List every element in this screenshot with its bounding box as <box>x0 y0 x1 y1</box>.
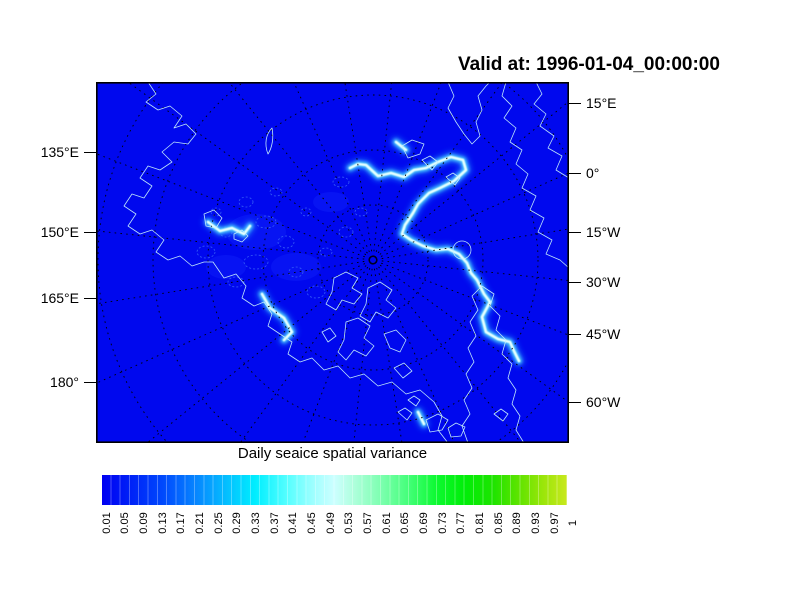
coastline-bottom-islands <box>397 395 509 438</box>
meridian-line <box>375 260 569 336</box>
map-frame <box>96 82 569 443</box>
meridian-line <box>375 172 569 260</box>
meridian-line <box>375 228 569 260</box>
axis-tick: 60°W <box>569 393 620 411</box>
axis-tick-label: 15°E <box>586 95 617 111</box>
axis-tick-label: 60°W <box>586 394 621 410</box>
axis-tick: 45°W <box>569 325 620 343</box>
axis-tick-mark <box>84 151 96 153</box>
coastline-crescent-island <box>265 127 274 155</box>
variance-noise-patches <box>206 192 349 281</box>
map-plot <box>96 82 569 443</box>
coastline-greenland-east <box>481 285 525 443</box>
meridian-line <box>374 82 503 258</box>
axis-tick-label: 165°E <box>40 290 79 306</box>
meridian-line <box>353 262 374 443</box>
meridian-line <box>375 259 569 282</box>
axis-tick-mark <box>569 102 581 104</box>
coastline-small-islands-left <box>203 209 249 243</box>
meridian-line <box>372 82 393 258</box>
axis-tick-mark <box>84 381 96 383</box>
coastline-russia-right <box>501 82 569 269</box>
parallel-circle <box>152 82 569 443</box>
graticule-lines <box>96 82 569 443</box>
coastline-scandinavia <box>447 82 491 145</box>
coastline-greenland-west <box>461 285 483 443</box>
axis-tick: 30°W <box>569 273 620 291</box>
axis-tick-label: 135°E <box>40 144 79 160</box>
meridian-line <box>96 260 371 384</box>
meridian-line <box>302 262 373 443</box>
axis-tick-label: 15°W <box>586 224 621 240</box>
axis-tick-label: 45°W <box>586 326 621 342</box>
meridian-line <box>374 262 522 443</box>
meridian-line <box>375 100 569 259</box>
axis-tick: 180° <box>50 373 96 391</box>
variance-band <box>202 136 525 430</box>
axis-tick-label: 150°E <box>40 224 79 240</box>
axis-tick: 15°E <box>569 94 617 112</box>
meridian-line <box>96 153 371 260</box>
axis-tick: 165°E <box>41 289 96 307</box>
ocean-fill <box>96 82 569 443</box>
parallel-circle <box>262 149 484 371</box>
variance-contour-noise <box>196 176 368 299</box>
colorbar-tick-labels: 0.01 0.05 0.09 0.13 0.17 0.21 0.25 0.29 0.33 0.37… <box>101 508 582 544</box>
map-caption: Daily seaice spatial variance <box>237 445 428 462</box>
coastline-island-round <box>452 240 472 260</box>
meridian-line <box>96 260 371 305</box>
meridian-line <box>127 82 371 259</box>
coastline-eurasia <box>123 82 449 443</box>
arctic-map <box>96 82 569 443</box>
meridian-line <box>373 82 442 258</box>
coastline-archipelago <box>321 271 413 379</box>
meridian-line <box>96 230 371 261</box>
meridian-line <box>344 82 373 258</box>
meridian-line <box>373 262 455 443</box>
axis-tick-mark <box>569 401 581 403</box>
axis-tick-mark <box>569 333 581 335</box>
colorbar-gradient <box>102 475 567 505</box>
axis-tick-label: 180° <box>50 374 79 390</box>
axis-tick-mark <box>569 231 581 233</box>
meridian-line <box>239 262 372 443</box>
meridian-line <box>228 82 372 258</box>
meridian-line <box>293 82 373 258</box>
parallel-circle <box>317 204 429 316</box>
axis-tick-label: 30°W <box>586 274 621 290</box>
axis-tick-label: 0° <box>586 165 600 181</box>
coastline-russia-inner <box>533 82 569 179</box>
plot-title: Valid at: 1996-01-04_00:00:00 <box>458 54 720 75</box>
axis-tick-mark <box>569 172 581 174</box>
meridian-line <box>146 261 371 443</box>
coastline-svalbard <box>401 139 461 186</box>
axis-tick-mark <box>84 297 96 299</box>
axis-tick: 0° <box>569 164 599 182</box>
axis-tick-mark <box>84 231 96 233</box>
axis-tick: 150°E <box>41 223 96 241</box>
coastlines <box>123 82 569 443</box>
parallel-circle <box>207 94 539 426</box>
axis-tick: 15°W <box>569 223 620 241</box>
colorbar-tick-label: 1 <box>567 519 580 527</box>
axis-tick: 135°E <box>41 143 96 161</box>
meridian-line <box>375 261 569 403</box>
meridian-line <box>373 262 403 443</box>
axis-tick-mark <box>569 281 581 283</box>
